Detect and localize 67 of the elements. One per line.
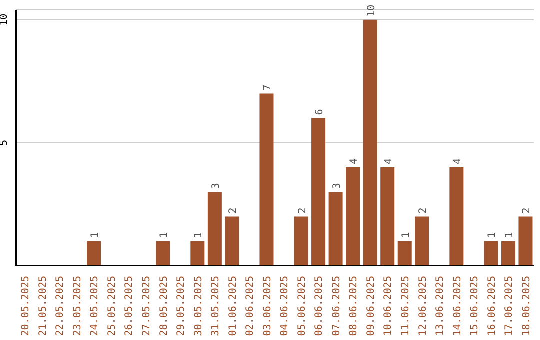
x-tick-label: 06.06.2025: [314, 276, 326, 336]
x-tick-label: 26.05.2025: [124, 276, 136, 336]
bar: [346, 168, 360, 266]
bar: [225, 216, 240, 266]
x-tick-label: 04.06.2025: [280, 276, 291, 336]
data-label: 4: [349, 158, 360, 165]
data-label: 2: [418, 208, 430, 214]
bar: [312, 118, 326, 266]
bar: [260, 94, 274, 266]
x-tick-label: 25.05.2025: [106, 276, 118, 336]
data-label: 1: [400, 232, 412, 238]
data-label: 2: [522, 208, 533, 214]
bar: [208, 192, 222, 266]
data-label: 1: [159, 232, 170, 238]
x-tick-label: 10.06.2025: [383, 276, 394, 336]
data-label: 1: [194, 232, 205, 238]
bar: [501, 241, 516, 266]
bar: [380, 168, 395, 266]
data-label: 10: [366, 4, 378, 17]
x-tick-label: 28.05.2025: [158, 276, 170, 336]
x-tick-label: 30.05.2025: [193, 276, 204, 336]
x-tick-label: 23.05.2025: [72, 276, 84, 336]
x-tick-label: 09.06.2025: [366, 276, 377, 336]
x-tick-label: 21.05.2025: [38, 276, 49, 336]
x-tick-label: 20.05.2025: [20, 276, 32, 336]
data-label: 4: [384, 158, 395, 165]
bar: [328, 192, 343, 266]
x-tick-label: 13.06.2025: [435, 276, 446, 336]
x-tick-label: 31.05.2025: [210, 276, 222, 336]
bar: [190, 241, 205, 266]
data-label: 1: [487, 232, 498, 238]
x-tick-label: 14.06.2025: [452, 276, 464, 336]
x-tick-label: 03.06.2025: [262, 276, 274, 336]
bar: [484, 241, 498, 266]
x-tick-label: 12.06.2025: [418, 276, 429, 336]
data-label: 3: [210, 183, 222, 190]
data-label: 3: [332, 183, 343, 190]
x-tick-label: 07.06.2025: [331, 276, 342, 336]
x-tick-label: 05.06.2025: [296, 276, 308, 336]
x-tick-label: 17.06.2025: [504, 276, 516, 336]
x-tick-label: 08.06.2025: [348, 276, 360, 336]
x-tick-label: 24.05.2025: [90, 276, 101, 336]
x-tick-label: 29.05.2025: [176, 276, 188, 336]
x-tick-label: 18.06.2025: [521, 276, 532, 336]
bar: [156, 241, 170, 266]
data-label: 2: [297, 208, 308, 214]
bar: [294, 216, 308, 266]
bar: [398, 241, 412, 266]
x-tick-label: 16.06.2025: [486, 276, 498, 336]
bar: [518, 216, 533, 266]
x-tick-label: 22.05.2025: [55, 276, 66, 336]
bar: [87, 241, 102, 266]
x-tick-label: 15.06.2025: [470, 276, 481, 336]
bar: [363, 20, 378, 266]
data-label: 6: [314, 109, 326, 116]
y-tick-label: 5: [0, 140, 10, 146]
data-label: 1: [90, 232, 102, 238]
x-tick-label: 01.06.2025: [228, 276, 239, 336]
data-label: 2: [228, 208, 240, 214]
bar: [450, 168, 464, 266]
bar: [415, 216, 430, 266]
x-tick-label: 02.06.2025: [245, 276, 256, 336]
data-label: 7: [262, 84, 274, 91]
data-label: 4: [452, 158, 464, 165]
x-tick-label: 27.05.2025: [142, 276, 152, 336]
x-tick-label: 11.06.2025: [400, 276, 412, 336]
data-label: 1: [504, 232, 516, 238]
